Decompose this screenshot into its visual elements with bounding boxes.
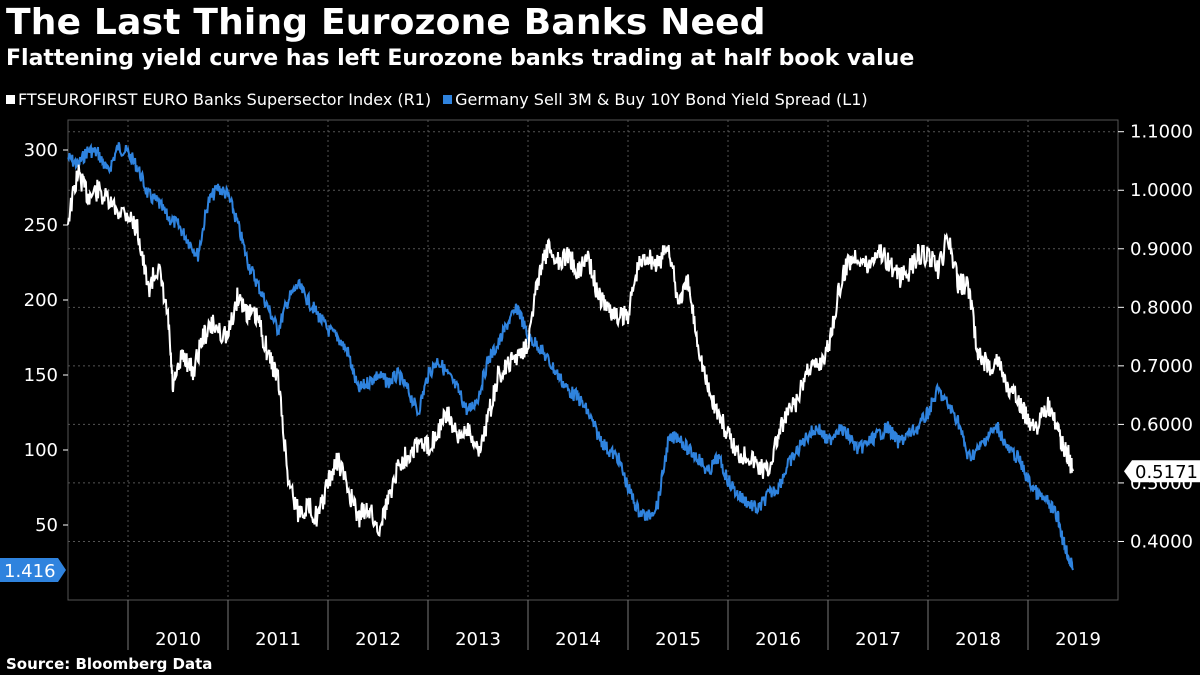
series-line-banks-index <box>67 164 1074 538</box>
right-axis-tick-label: 0.9000 <box>1130 239 1193 260</box>
x-axis-tick-label: 2017 <box>855 629 901 650</box>
x-axis-tick-label: 2016 <box>755 629 801 650</box>
left-axis-tick-label: 200 <box>24 290 58 311</box>
left-axis-tick-label: 250 <box>24 215 58 236</box>
last-value-badge-banks-index <box>1124 460 1200 483</box>
left-axis-tick-label: 300 <box>24 140 58 161</box>
chart-subtitle: Flattening yield curve has left Eurozone… <box>6 46 915 71</box>
legend-label-yield-spread: Germany Sell 3M & Buy 10Y Bond Yield Spr… <box>455 90 868 109</box>
plot-frame <box>67 119 1119 601</box>
left-axis-tick-label: 100 <box>24 440 58 461</box>
legend-label-banks-index: FTSEUROFIRST EURO Banks Supersector Inde… <box>18 90 432 109</box>
legend-swatch-white <box>6 95 15 104</box>
right-axis-tick-label: 1.1000 <box>1130 122 1193 143</box>
right-axis-tick-label: 1.0000 <box>1130 180 1193 201</box>
legend-item-banks-index: FTSEUROFIRST EURO Banks Supersector Inde… <box>6 90 431 109</box>
left-axis-tick-label: 150 <box>24 365 58 386</box>
source-note: Source: Bloomberg Data <box>6 655 213 673</box>
series-line-yield-spread <box>67 142 1074 571</box>
x-axis-tick-label: 2018 <box>955 629 1001 650</box>
x-axis-tick-label: 2012 <box>355 629 401 650</box>
right-axis-tick-label: 0.8000 <box>1130 297 1193 318</box>
x-axis-tick-label: 2015 <box>655 629 701 650</box>
right-axis-tick-label: 0.4000 <box>1130 531 1193 552</box>
x-axis-tick-label: 2010 <box>155 629 201 650</box>
left-axis-tick-label: 50 <box>35 515 58 536</box>
x-axis-tick-label: 2019 <box>1055 629 1101 650</box>
last-value-badge-yield-spread <box>0 558 66 582</box>
right-axis-tick-label: 0.7000 <box>1130 356 1193 377</box>
x-axis-tick-label: 2014 <box>555 629 601 650</box>
legend-swatch-blue <box>443 95 453 104</box>
last-value-label-banks-index: 0.5171 <box>1135 462 1198 483</box>
chart-title: The Last Thing Eurozone Banks Need <box>6 2 766 43</box>
last-value-label-yield-spread: 1.416 <box>4 561 56 582</box>
x-axis-tick-label: 2013 <box>455 629 501 650</box>
legend-item-yield-spread: Germany Sell 3M & Buy 10Y Bond Yield Spr… <box>443 90 868 109</box>
right-axis-tick-label: 0.6000 <box>1130 414 1193 435</box>
x-axis-tick-label: 2011 <box>255 629 301 650</box>
legend: FTSEUROFIRST EURO Banks Supersector Inde… <box>6 90 880 109</box>
